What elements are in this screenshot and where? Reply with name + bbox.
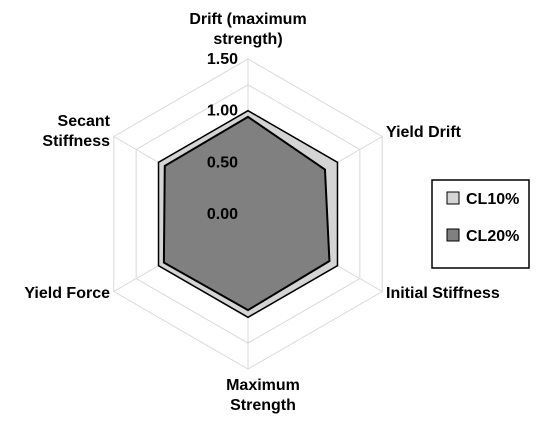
axis-label: Yield Drift [386, 124, 462, 141]
legend-label-cl20: CL20% [466, 228, 519, 245]
axis-label: Secant Stiffness [42, 113, 110, 150]
axis-label: Initial Stiffness [386, 285, 500, 302]
tick-label: 1.00 [207, 103, 238, 120]
legend-swatch-cl20 [446, 228, 460, 242]
legend: CL10% CL20% [431, 179, 530, 269]
series-cl20 [162, 115, 331, 312]
axis-label: Drift (maximum strength) [189, 11, 306, 48]
radial-tick-labels: 0.00 0.50 1.00 1.50 [207, 51, 238, 223]
tick-label: 0.00 [207, 206, 238, 223]
axis-labels: Drift (maximum strength) Yield Drift Initia… [24, 11, 500, 414]
tick-label: 0.50 [207, 154, 238, 171]
tick-label: 1.50 [207, 51, 238, 68]
legend-swatch-cl10 [446, 191, 460, 205]
radar-series [157, 109, 339, 319]
axis-label: Yield Force [24, 285, 110, 302]
axis-label: Maximum Strength [226, 377, 300, 414]
legend-label-cl10: CL10% [466, 191, 519, 208]
